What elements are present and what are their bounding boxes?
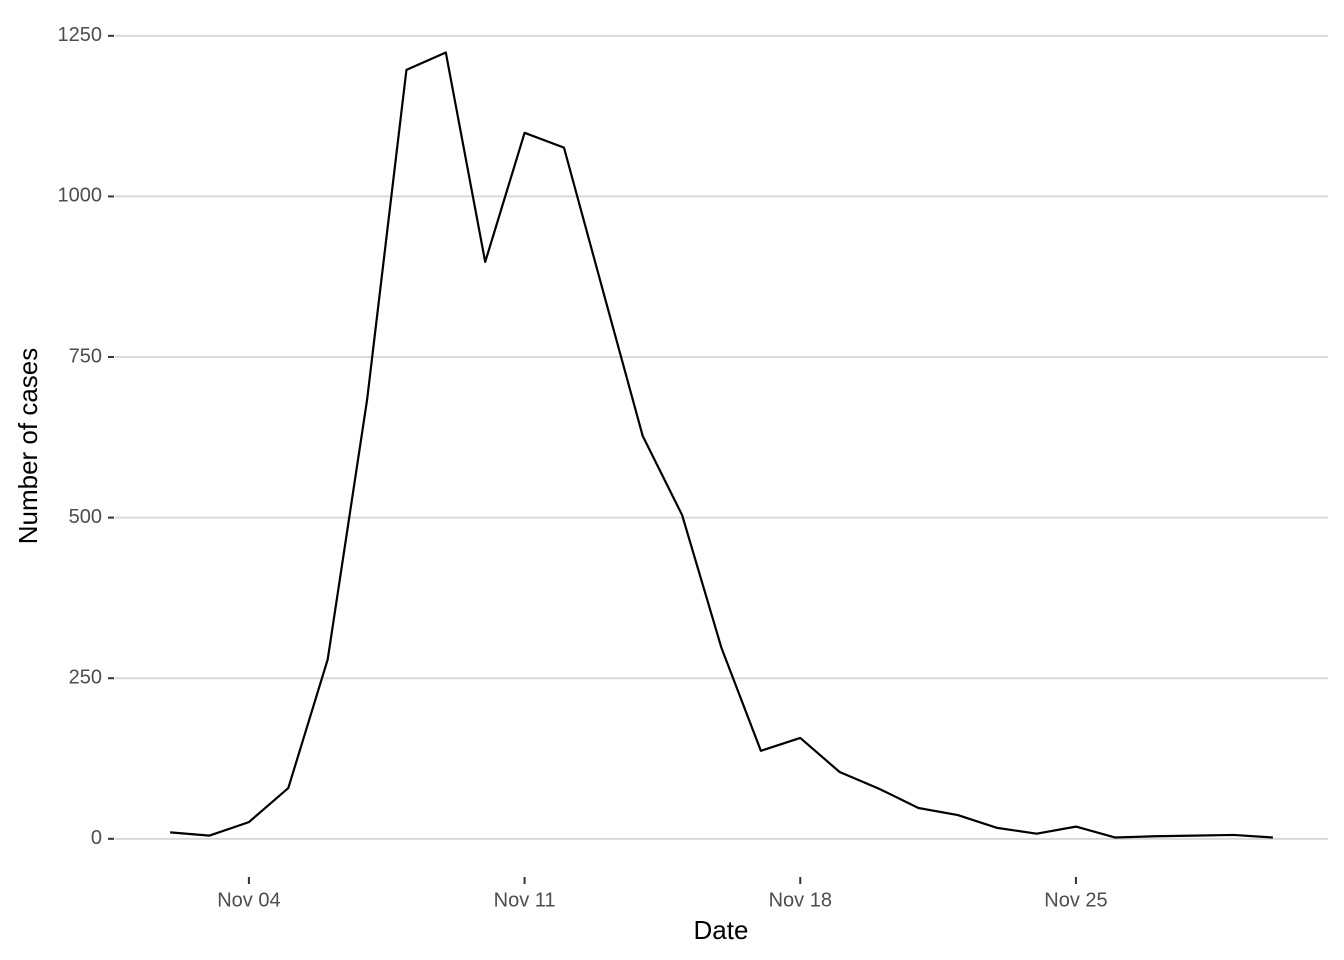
x-axis-title: Date: [694, 915, 749, 945]
x-tick-label: Nov 04: [217, 889, 280, 911]
y-tick-label: 750: [69, 345, 102, 367]
data-line: [170, 51, 1273, 839]
x-tick-label: Nov 11: [494, 889, 556, 911]
y-tick-label: 250: [69, 667, 102, 689]
y-tick-label: 1000: [58, 185, 103, 207]
y-tick-label: 1250: [58, 24, 103, 46]
y-axis-title: Number of cases: [13, 348, 43, 545]
y-tick-label: 500: [69, 506, 102, 528]
y-tick-label: 0: [91, 827, 102, 849]
x-tick-label: Nov 18: [769, 889, 832, 911]
x-tick-label: Nov 25: [1044, 889, 1107, 911]
